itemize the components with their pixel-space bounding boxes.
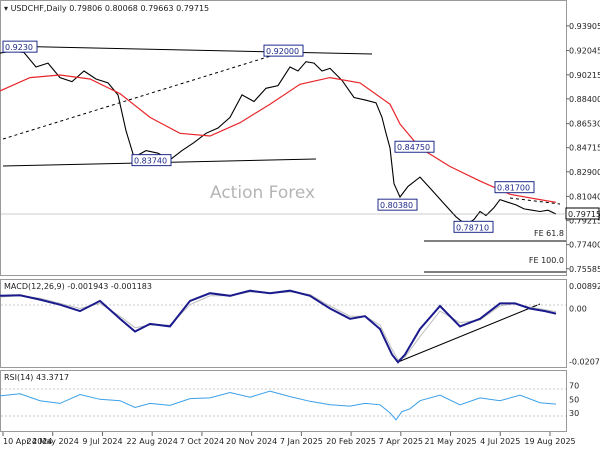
current-price-label: 0.79715 — [568, 210, 600, 219]
series-line-ma — [0, 74, 557, 203]
annotation-label: 0.83740 — [134, 157, 167, 166]
chart-title-text: USDCHF,Daily 0.79806 0.80068 0.79663 0.7… — [11, 4, 210, 13]
rsi-line — [0, 390, 557, 421]
macd-line — [0, 289, 557, 364]
price-tick-label: 0.93905 — [569, 22, 600, 31]
x-tick-label: 4 Jul 2025 — [480, 437, 520, 446]
annotation-box — [2, 40, 38, 53]
annotation-label: 0.84750 — [397, 143, 430, 152]
price-tick-label: 0.82900 — [569, 168, 600, 177]
annotation-label: 0.9230 — [5, 43, 33, 52]
x-tick-label: 7 Jan 2025 — [280, 437, 323, 446]
x-tick-label: 20 Feb 2025 — [326, 437, 376, 446]
price-tick-label: 0.81040 — [569, 192, 600, 201]
annotation-box — [131, 154, 172, 167]
annotation-box — [453, 220, 494, 233]
rsi-layer: 70 50 30 — [0, 382, 579, 421]
annotation-label: 0.78710 — [456, 223, 489, 232]
price-series-layer — [0, 50, 557, 226]
macd-tick-label: -0.020759 — [569, 358, 600, 367]
watermark: Action Forex — [210, 183, 315, 203]
price-tick-label: 0.90215 — [569, 71, 600, 80]
macd-tick-label: 0.008923 — [569, 282, 600, 291]
x-tick-label: 22 Aug 2024 — [127, 437, 178, 446]
x-tick-label: 7 Oct 2024 — [180, 437, 224, 446]
macd-trendline — [397, 303, 541, 363]
macd-tick-label: 0.00 — [569, 305, 587, 314]
fib-level-label: FE 61.8 — [534, 229, 564, 238]
right-channel-line — [509, 197, 561, 205]
annotation-box — [394, 140, 435, 153]
x-tick-label: 7 Apr 2025 — [379, 437, 423, 446]
annotation-box — [377, 198, 418, 211]
x-tick-label: 24 May 2024 — [27, 437, 79, 446]
price-tick-label: 0.79215 — [569, 217, 600, 226]
main-panel-frame — [0, 0, 567, 276]
annotation-label: 0.81700 — [497, 184, 530, 193]
annotation-label: 0.80380 — [380, 201, 413, 210]
x-tick-label: 20 Nov 2024 — [226, 437, 277, 446]
price-tick-label: 0.86530 — [569, 120, 600, 129]
x-tick-label: 21 May 2025 — [424, 437, 476, 446]
price-tick-label: 0.84715 — [569, 144, 600, 153]
chart-title: ▾ USDCHF,Daily 0.79806 0.80068 0.79663 0… — [4, 4, 209, 13]
macd-panel-frame — [0, 279, 567, 368]
rsi-tick-label: 30 — [569, 409, 579, 418]
axis-layer: 0.93905 0.92045 0.90215 0.88400 0.86530 0.847… — [0, 22, 600, 446]
rsi-tick-label: 70 — [569, 382, 579, 391]
price-tick-label: 0.88400 — [569, 95, 600, 104]
current-price-tag — [565, 207, 600, 220]
annotation-box — [494, 181, 535, 194]
rising-dashed-line — [2, 49, 291, 140]
price-tick-label: 0.92045 — [569, 47, 600, 56]
price-tick-label: 0.77400 — [569, 241, 600, 250]
annotation-box — [263, 44, 304, 57]
series-line-price — [0, 50, 557, 226]
channel-top-line — [2, 45, 373, 55]
annotation-label: 0.92000 — [266, 47, 299, 56]
annotation-layer: 0.9230 0.92000 0.83740 0.84750 0.80380 0.8170… — [2, 40, 535, 233]
title-dropdown-icon[interactable]: ▾ — [4, 4, 11, 13]
macd-layer: 0.008923 0.00 -0.020759 — [0, 282, 600, 367]
rsi-tick-label: 50 — [569, 395, 579, 404]
rsi-panel-frame — [0, 370, 567, 432]
x-tick-label: 19 Aug 2025 — [524, 437, 575, 446]
x-tick-label: 9 Jul 2024 — [82, 437, 122, 446]
price-tick-label: 0.75585 — [569, 265, 600, 274]
macd-label: MACD(12,26,9) -0.001943 -0.001183 — [4, 282, 152, 291]
fib-level-label: FE 100.0 — [529, 256, 564, 265]
x-tick-label: 10 Apr 2024 — [3, 437, 52, 446]
rsi-label: RSI(14) 43.3717 — [4, 373, 69, 382]
